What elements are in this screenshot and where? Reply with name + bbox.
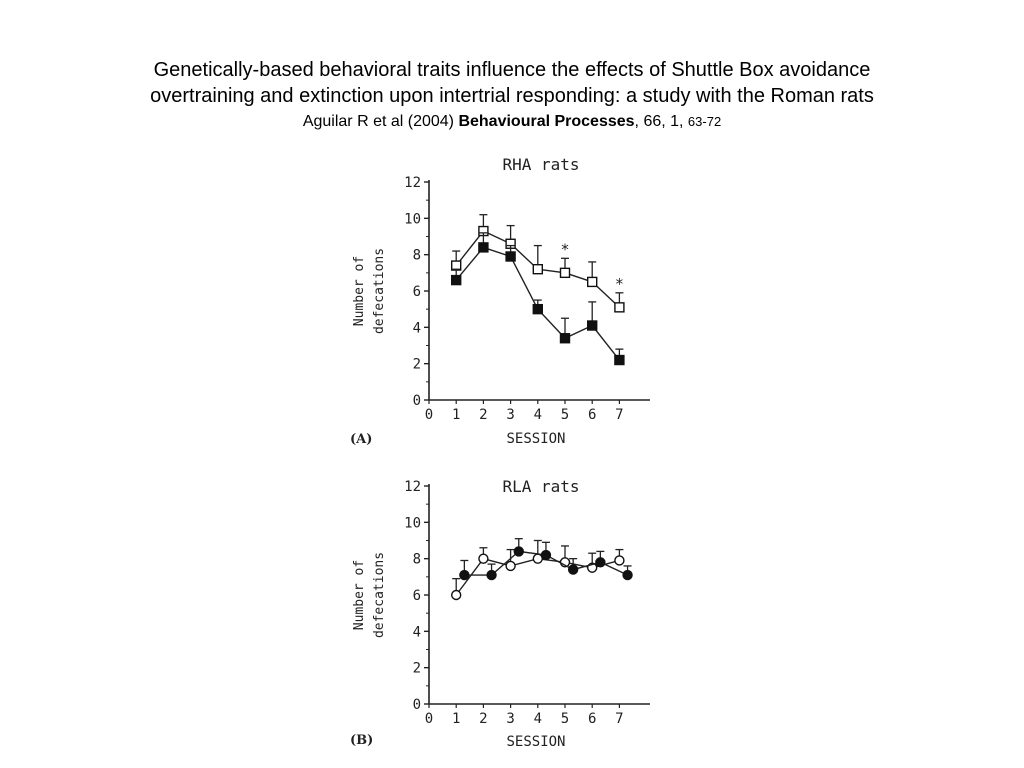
y-tick-label: 10	[404, 211, 421, 227]
y-tick-label: 12	[404, 175, 421, 191]
data-point-circle	[567, 564, 579, 575]
data-point-circle	[505, 560, 516, 572]
citation-journal: Behavioural Processes	[458, 113, 635, 130]
series-open-square	[451, 214, 625, 313]
data-point-square	[614, 354, 625, 366]
data-point-circle	[459, 569, 470, 581]
y-tick-label: 6	[413, 284, 421, 300]
x-tick-label: 2	[479, 407, 487, 423]
data-point-square	[505, 251, 516, 262]
data-point-square	[532, 264, 543, 275]
x-tick-label: 7	[615, 711, 623, 727]
y-tick-label: 0	[413, 697, 421, 713]
data-point-circle	[451, 589, 462, 601]
data-point-square	[478, 242, 489, 253]
data-point-square	[559, 333, 571, 344]
y-axis-label-line1: Number of	[352, 256, 367, 326]
y-axis-label-line2: defecations	[372, 552, 387, 638]
x-tick-label: 2	[479, 711, 487, 727]
x-tick-label: 1	[452, 407, 460, 423]
x-tick-label: 4	[534, 711, 542, 727]
citation: Aguilar R et al (2004) Behavioural Proce…	[0, 111, 1024, 133]
chart-title: RHA rats	[502, 155, 579, 174]
y-tick-label: 4	[413, 624, 421, 640]
panel-label: (B)	[350, 733, 373, 748]
series-filled-circle	[459, 538, 633, 581]
x-tick-label: 4	[534, 407, 542, 423]
panel-label: (A)	[350, 432, 372, 447]
y-tick-label: 8	[413, 248, 421, 264]
data-point-circle	[513, 546, 524, 557]
slide-header: Genetically-based behavioral traits infl…	[0, 57, 1024, 133]
y-tick-label: 0	[413, 393, 421, 409]
chart-title: RLA rats	[502, 477, 579, 496]
data-point-circle	[486, 569, 497, 581]
y-tick-label: 12	[404, 479, 421, 495]
data-point-square	[559, 267, 571, 279]
citation-pages: 63-72	[687, 114, 722, 129]
data-point-square	[587, 320, 598, 331]
significance-marker: *	[615, 275, 624, 293]
data-point-circle	[614, 555, 625, 566]
data-point-square	[532, 303, 543, 315]
x-axis-label: SESSION	[506, 734, 565, 750]
y-axis-label-line1: Number of	[352, 560, 367, 630]
data-point-square	[614, 302, 625, 313]
x-tick-label: 5	[561, 711, 569, 727]
x-tick-label: 3	[506, 711, 514, 727]
significance-marker: *	[560, 240, 569, 258]
x-tick-label: 0	[425, 711, 433, 727]
y-tick-label: 2	[413, 357, 421, 373]
x-tick-label: 6	[588, 711, 596, 727]
series-open-circle	[451, 539, 625, 601]
data-point-square	[451, 274, 462, 286]
data-point-circle	[622, 569, 633, 581]
y-tick-label: 4	[413, 320, 421, 336]
title-line-1: Genetically-based behavioral traits infl…	[153, 59, 871, 81]
y-tick-label: 10	[404, 515, 421, 531]
data-point-circle	[595, 557, 606, 568]
x-tick-label: 3	[506, 407, 514, 423]
y-tick-label: 2	[413, 661, 421, 677]
x-tick-label: 6	[588, 407, 596, 423]
data-point-circle	[540, 549, 552, 561]
citation-authors: Aguilar R et al (2004)	[302, 113, 459, 130]
x-tick-label: 7	[615, 407, 623, 423]
x-tick-label: 5	[561, 407, 569, 423]
title-line-2: overtraining and extinction upon intertr…	[150, 85, 874, 107]
citation-volume-issue: , 66, 1,	[634, 113, 688, 130]
x-tick-label: 1	[452, 711, 460, 727]
data-point-circle	[478, 553, 489, 564]
data-point-square	[587, 276, 598, 288]
x-tick-label: 0	[425, 407, 433, 423]
y-tick-label: 8	[413, 552, 421, 568]
y-tick-label: 6	[413, 588, 421, 604]
y-axis-label-line2: defecations	[372, 248, 387, 334]
series-filled-square	[451, 232, 625, 366]
x-axis-label: SESSION	[506, 431, 565, 447]
